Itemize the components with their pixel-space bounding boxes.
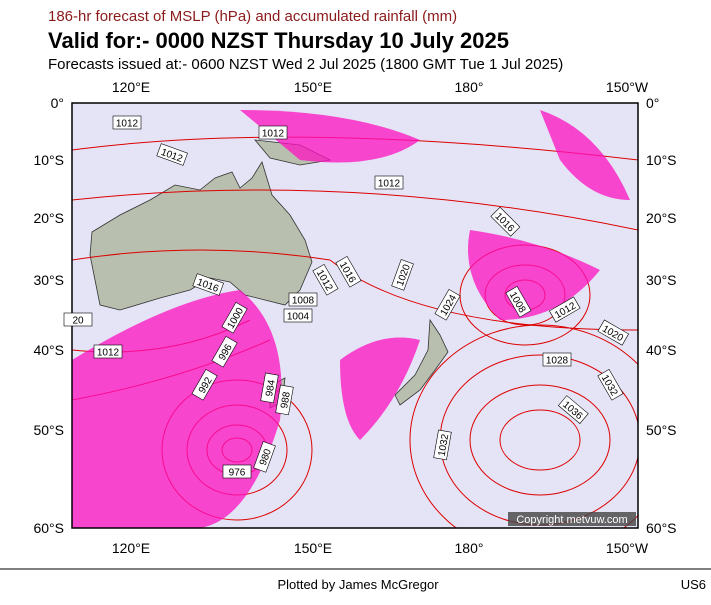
copyright-box — [508, 512, 636, 526]
isobar-label-text: 1012 — [97, 348, 120, 359]
isobar-label-box — [258, 125, 288, 140]
lat-label-right: 40°S — [646, 342, 677, 358]
isobar-label: 1032 — [433, 429, 452, 461]
isobar-label-box — [288, 292, 318, 307]
isobar-label-box — [557, 395, 589, 425]
isobar-label-text: 1008 — [292, 296, 315, 307]
lon-label-bottom: 150°E — [294, 540, 332, 556]
new-zealand — [394, 318, 449, 406]
isobar-label-text: 1012 — [378, 179, 401, 190]
isobar-label-box — [211, 335, 238, 368]
lon-label-top: 150°W — [606, 79, 649, 95]
isobar-label: 1008 — [288, 292, 318, 307]
title: Valid for:- 0000 NZST Thursday 10 July 2… — [48, 28, 509, 53]
lat-label-left: 10°S — [33, 152, 64, 168]
isobar-label-box — [260, 372, 279, 404]
isobar-label-box — [597, 319, 630, 346]
lon-label-bottom: 150°W — [606, 540, 649, 556]
lon-label-bottom: 180° — [455, 540, 484, 556]
lat-label-right: 20°S — [646, 210, 677, 226]
isobar-label-text: 988 — [279, 391, 293, 410]
lat-label-left: 60°S — [33, 520, 64, 536]
isobar-label-box — [548, 296, 581, 323]
isobar-label-box — [93, 344, 123, 359]
lat-label-right: 60°S — [646, 520, 677, 536]
isobar-label-text: 1032 — [437, 433, 452, 457]
lon-label-top: 120°E — [112, 79, 150, 95]
isobar-label: 984 — [260, 372, 279, 404]
isobar-label: 1028 — [542, 352, 572, 367]
lat-label-right: 50°S — [646, 422, 677, 438]
isobar-label: 20 — [63, 312, 93, 327]
isobar-label: 1012 — [93, 344, 123, 359]
isobar-label-box — [221, 301, 248, 334]
isobar-label: 1012 — [374, 175, 404, 190]
isobar-label-box — [335, 255, 362, 288]
isobar-label: 1004 — [283, 308, 313, 323]
subtitle: Forecasts issued at:- 0600 NZST Wed 2 Ju… — [48, 56, 563, 73]
footer-credit: Plotted by James McGregor — [277, 577, 439, 592]
isobar-label-box — [374, 175, 404, 190]
isobar-label-box — [597, 368, 624, 401]
lat-label-left: 20°S — [33, 210, 64, 226]
isobar-label-text: 984 — [264, 379, 278, 398]
lon-label-top: 180° — [455, 79, 484, 95]
isobar-label-text: 1012 — [262, 129, 285, 140]
isobar-label-box — [156, 143, 188, 166]
lat-label-right: 0° — [646, 95, 659, 111]
map: Copyright metvuw.com — [71, 102, 639, 529]
isobar-label-box — [63, 312, 93, 327]
isobar-label-box — [490, 206, 521, 237]
copyright: Copyright metvuw.com — [516, 514, 627, 526]
lat-label-left: 30°S — [33, 272, 64, 288]
isobar-label: 976 — [222, 464, 252, 479]
isobar-label-text: 1028 — [546, 356, 569, 367]
australia — [89, 161, 313, 311]
isobar-label-box — [222, 464, 252, 479]
isobar-label-box — [312, 263, 339, 296]
isobar-label-text: 1004 — [287, 312, 310, 323]
lat-label-right: 10°S — [646, 152, 677, 168]
isobar-label: 1012 — [258, 125, 288, 140]
isobar-label-box — [191, 368, 218, 401]
lon-label-bottom: 120°E — [112, 540, 150, 556]
isobar-label-box — [542, 352, 572, 367]
isobar-label-box — [275, 384, 294, 416]
isobar-label: 1012 — [112, 115, 142, 130]
isobar-label-box — [434, 288, 461, 321]
isobar-label: 988 — [275, 384, 294, 416]
isobar-label-box — [112, 115, 142, 130]
isobar-label-box — [192, 273, 224, 296]
isobar-label-text: 976 — [229, 468, 246, 479]
lat-label-left: 40°S — [33, 342, 64, 358]
isobar-label-box — [433, 429, 452, 461]
lat-label-left: 50°S — [33, 422, 64, 438]
isobar-label-box — [253, 441, 276, 473]
lon-label-top: 150°E — [294, 79, 332, 95]
isobar-label-text: 1012 — [116, 119, 139, 130]
header-line: 186-hr forecast of MSLP (hPa) and accumu… — [48, 8, 457, 25]
footer-code: US6 — [681, 577, 706, 592]
isobar-label-box — [283, 308, 313, 323]
isobar-label-box — [391, 259, 414, 291]
lat-label-left: 0° — [51, 95, 64, 111]
isobar-label-box — [505, 285, 532, 318]
isobar-label-text: 20 — [72, 316, 84, 327]
lat-label-right: 30°S — [646, 272, 677, 288]
